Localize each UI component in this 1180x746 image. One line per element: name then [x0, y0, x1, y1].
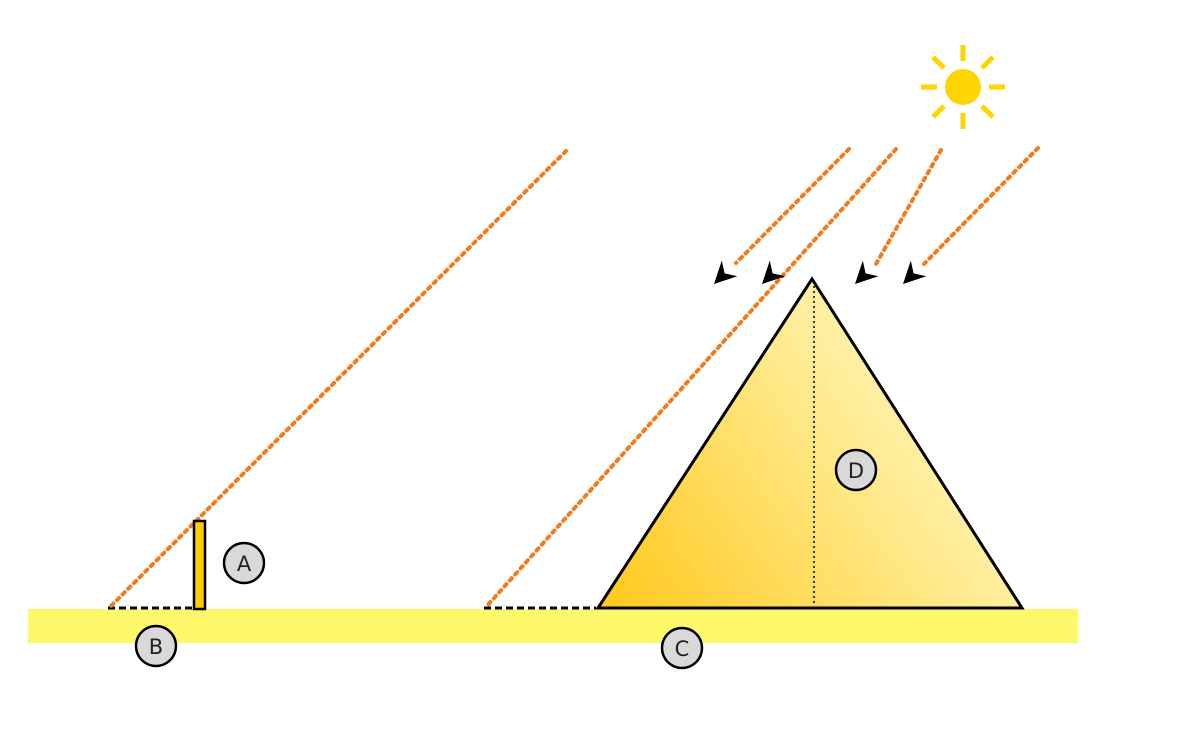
label-b: B	[134, 624, 178, 668]
arrow-head-icon	[855, 260, 879, 284]
arrow-head-icon	[714, 260, 738, 284]
arrow-head-icon	[903, 260, 927, 284]
svg-text:D: D	[848, 459, 864, 483]
svg-text:C: C	[675, 637, 690, 661]
pyramid	[595, 276, 1025, 610]
label-c: C	[660, 626, 704, 670]
sun-rays	[108, 146, 1040, 609]
incoming-ray-2	[874, 148, 943, 266]
ground	[28, 609, 1078, 643]
ray-to-stick	[108, 149, 568, 609]
incoming-ray-1	[734, 147, 851, 265]
sun-icon	[921, 45, 1005, 129]
label-a: A	[222, 541, 266, 585]
svg-text:B: B	[149, 635, 163, 659]
incoming-ray-3	[922, 146, 1040, 266]
stick	[192, 519, 207, 611]
label-d: D	[834, 448, 878, 492]
ray-to-pyramid-apex	[484, 147, 898, 609]
svg-text:A: A	[237, 552, 252, 576]
